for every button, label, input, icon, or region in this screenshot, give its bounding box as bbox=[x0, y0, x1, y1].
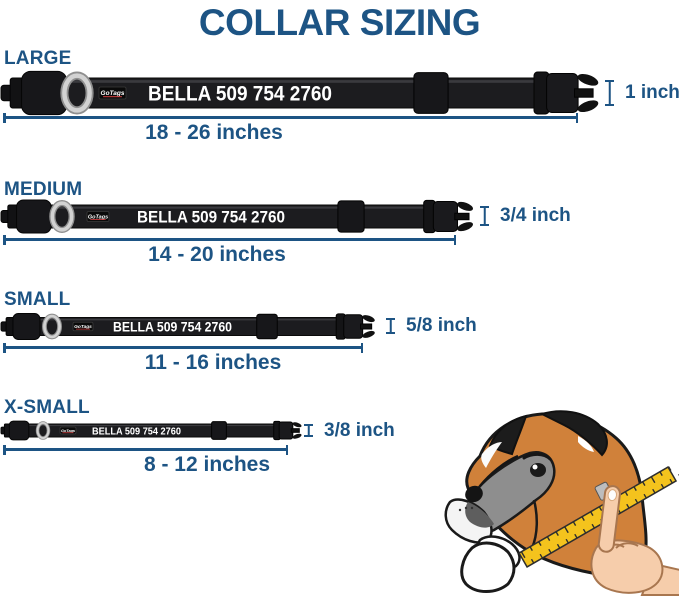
width-label-medium: 3/4 inch bbox=[500, 205, 571, 226]
collar-print-text: BELLA 509 754 2760 bbox=[148, 83, 332, 106]
collar-graphic-large: GoTags BELLA 509 754 2760 bbox=[0, 70, 599, 116]
width-label-small: 5/8 inch bbox=[406, 315, 477, 336]
brand-patch bbox=[98, 86, 127, 100]
length-range-medium: 14 - 20 inches bbox=[148, 243, 286, 266]
size-label-small: SMALL bbox=[4, 289, 71, 310]
dog-eye bbox=[530, 463, 546, 477]
length-line-large bbox=[3, 113, 578, 122]
index-finger bbox=[597, 485, 621, 553]
collar-graphic-xsmall: GoTags BELLA 509 754 2760 bbox=[0, 420, 302, 441]
length-range-small: 11 - 16 inches bbox=[144, 351, 282, 374]
width-label-xsmall: 3/8 inch bbox=[324, 419, 395, 441]
fist bbox=[590, 539, 664, 594]
width-bracket-icon bbox=[386, 318, 395, 334]
dog-chest bbox=[460, 541, 516, 593]
right-buckle bbox=[533, 71, 599, 115]
left-buckle bbox=[0, 313, 41, 340]
width-bracket-icon bbox=[480, 206, 489, 226]
length-range-large: 18 - 26 inches bbox=[145, 121, 283, 144]
length-line-medium bbox=[3, 235, 456, 244]
brand-patch bbox=[59, 426, 77, 435]
width-bracket-icon bbox=[304, 424, 313, 437]
width-bracket-icon bbox=[605, 80, 614, 106]
left-buckle bbox=[0, 70, 68, 116]
width-note-small: 5/8 inch bbox=[386, 315, 477, 336]
width-note-large: 1 inch bbox=[605, 80, 679, 106]
size-label-large: LARGE bbox=[4, 48, 72, 69]
collar-print-text: BELLA 509 754 2760 bbox=[113, 319, 232, 334]
slider bbox=[256, 313, 278, 340]
slider bbox=[211, 421, 227, 440]
brand-text: GoTags bbox=[101, 90, 125, 97]
left-buckle bbox=[0, 420, 30, 441]
length-line-xsmall bbox=[3, 445, 288, 454]
collar-print-text: BELLA 509 754 2760 bbox=[137, 208, 285, 227]
width-label-large: 1 inch bbox=[625, 82, 679, 103]
length-line-small bbox=[3, 343, 363, 352]
brand-text: GoTags bbox=[61, 429, 75, 433]
left-buckle bbox=[0, 199, 52, 234]
size-label-medium: MEDIUM bbox=[4, 179, 83, 200]
brand-patch bbox=[86, 211, 110, 222]
length-range-xsmall: 8 - 12 inches bbox=[143, 453, 271, 476]
collar-graphic-small: GoTags BELLA 509 754 2760 bbox=[0, 313, 375, 340]
slider bbox=[337, 200, 365, 233]
dog-nose bbox=[465, 485, 483, 503]
brand-text: GoTags bbox=[74, 324, 92, 330]
width-note-medium: 3/4 inch bbox=[480, 205, 571, 226]
fingernail bbox=[607, 489, 618, 502]
right-buckle bbox=[335, 313, 375, 340]
dog-blaze bbox=[481, 442, 502, 468]
hand bbox=[590, 485, 679, 596]
slider bbox=[413, 72, 449, 114]
page-title: COLLAR SIZING bbox=[198, 2, 481, 43]
collar-print-text: BELLA 509 754 2760 bbox=[92, 425, 181, 437]
right-buckle bbox=[273, 420, 302, 441]
dog-ear-fold bbox=[578, 436, 594, 452]
dog-ear-back bbox=[539, 410, 608, 457]
right-buckle bbox=[423, 199, 473, 234]
brand-text: GoTags bbox=[88, 214, 108, 220]
width-note-xsmall: 3/8 inch bbox=[304, 420, 395, 441]
size-label-xsmall: X-SMALL bbox=[4, 397, 90, 418]
collar-graphic-medium: GoTags BELLA 509 754 2760 bbox=[0, 199, 473, 234]
brand-patch bbox=[72, 321, 94, 332]
dog-measurement-illustration bbox=[444, 410, 679, 596]
